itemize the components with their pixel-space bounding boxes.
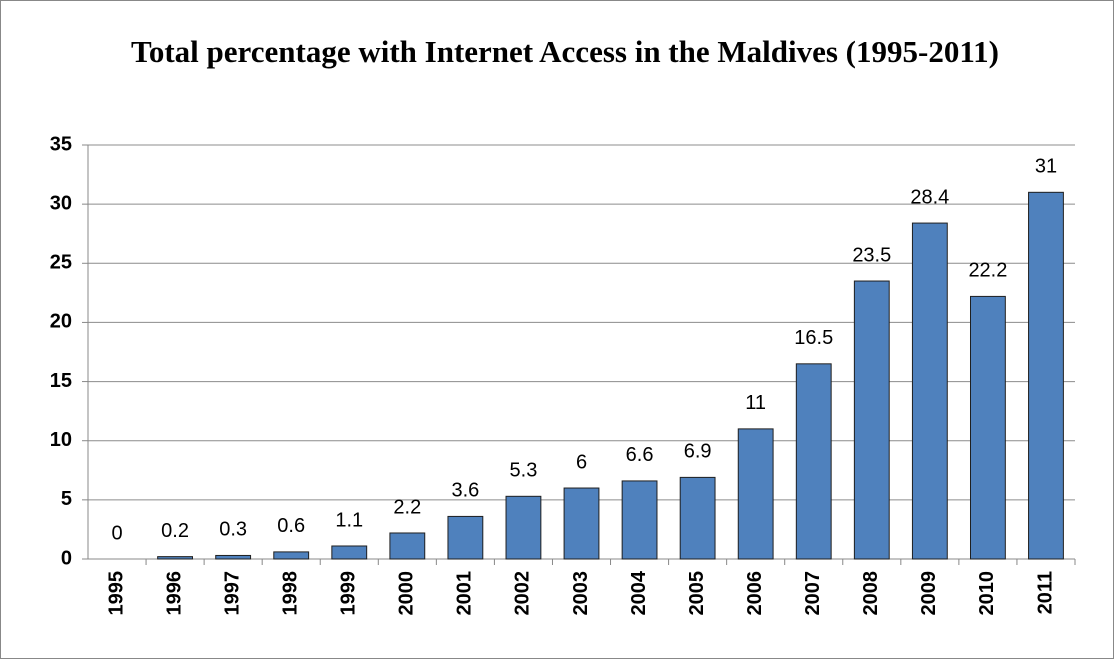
bar <box>969 295 1006 560</box>
x-tick-label: 2002 <box>512 571 534 616</box>
x-tick-label: 2000 <box>396 571 418 616</box>
data-label: 23.5 <box>852 244 891 266</box>
bar <box>505 495 542 560</box>
x-tick-label: 1996 <box>163 571 185 616</box>
data-label: 2.2 <box>393 496 421 518</box>
data-label: 0.3 <box>219 519 247 541</box>
x-tick-label: 1997 <box>221 571 243 616</box>
bar <box>621 480 658 560</box>
x-tick-label: 2006 <box>744 571 766 616</box>
bar <box>1028 191 1064 560</box>
data-label: 0.6 <box>277 515 305 537</box>
x-tick-label: 2007 <box>802 571 824 616</box>
data-label: 28.4 <box>910 186 949 208</box>
y-tick-label: 0 <box>61 547 72 569</box>
bar <box>273 551 310 560</box>
y-tick-label: 5 <box>61 488 72 510</box>
bar <box>795 363 832 560</box>
bar <box>389 532 426 560</box>
chart-title: Total percentage with Internet Access in… <box>131 34 999 69</box>
bar <box>737 428 774 560</box>
data-label: 1.1 <box>335 509 363 531</box>
x-tick-label: 2010 <box>976 571 998 616</box>
bar <box>157 556 194 560</box>
data-label: 3.6 <box>451 480 479 502</box>
x-tick-label: 2011 <box>1034 571 1056 614</box>
data-label: 6 <box>576 451 587 473</box>
y-tick-label: 30 <box>50 192 72 214</box>
bar <box>215 554 252 560</box>
data-label: 0 <box>111 522 122 544</box>
x-tick-label: 2003 <box>570 571 592 616</box>
y-tick-label: 15 <box>50 370 72 392</box>
y-tick-label: 10 <box>50 429 72 451</box>
data-label: 6.6 <box>626 444 654 466</box>
bar <box>679 476 716 560</box>
y-tick-label: 25 <box>50 252 72 274</box>
data-label: 31 <box>1035 156 1057 178</box>
data-label: 16.5 <box>794 327 833 349</box>
data-label: 5.3 <box>510 460 538 482</box>
bar <box>331 545 368 560</box>
data-label: 0.2 <box>161 520 189 542</box>
x-tick-label: 1998 <box>279 571 301 616</box>
bar <box>853 280 890 560</box>
x-tick-label: 2009 <box>918 571 940 616</box>
data-label: 11 <box>745 392 766 414</box>
bar <box>447 515 484 560</box>
x-tick-label: 2005 <box>686 571 708 616</box>
data-label: 6.9 <box>684 441 712 463</box>
data-label: 22.2 <box>968 260 1007 282</box>
x-tick-label: 1999 <box>338 571 360 616</box>
x-tick-label: 2004 <box>628 570 650 615</box>
x-tick-label: 1995 <box>105 571 127 616</box>
x-tick-label: 2008 <box>860 571 882 616</box>
y-tick-label: 35 <box>50 133 72 155</box>
bar <box>911 222 948 560</box>
bar <box>563 487 600 560</box>
y-tick-label: 20 <box>50 311 72 333</box>
x-tick-label: 2001 <box>454 571 476 616</box>
